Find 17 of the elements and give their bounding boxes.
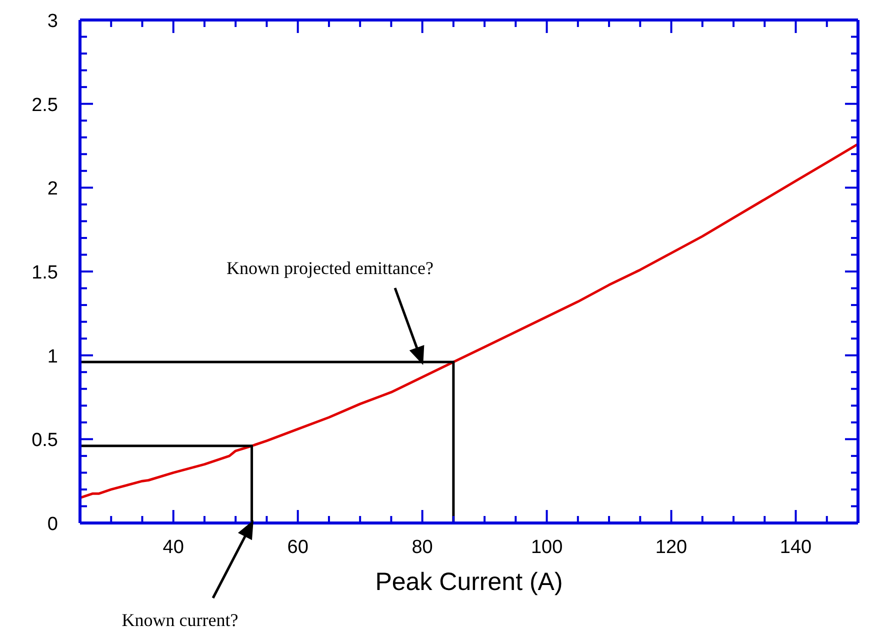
x-tick-label: 120 bbox=[655, 537, 688, 558]
text: Known current? bbox=[122, 610, 238, 630]
x-axis-title: Peak Current (A) bbox=[375, 568, 563, 596]
x-tick-label: 80 bbox=[412, 537, 433, 558]
y-tick-label: 1 bbox=[47, 346, 58, 368]
y-tick-label: 0 bbox=[47, 514, 58, 535]
y-tick-label: 1.5 bbox=[32, 262, 58, 284]
y-tick-label: 3 bbox=[47, 11, 58, 32]
y-tick-label: 0.5 bbox=[32, 430, 58, 452]
x-tick-label: 140 bbox=[780, 537, 812, 558]
annotation: Known projected emittance? bbox=[226, 258, 434, 278]
x-tick-label: 60 bbox=[287, 537, 308, 558]
y-tick-label: 2 bbox=[47, 178, 58, 200]
x-tick-label: 100 bbox=[530, 537, 563, 558]
line-series bbox=[80, 142, 858, 500]
y-tick-label: 2.5 bbox=[32, 94, 58, 116]
x-tick-label: 40 bbox=[162, 537, 184, 558]
